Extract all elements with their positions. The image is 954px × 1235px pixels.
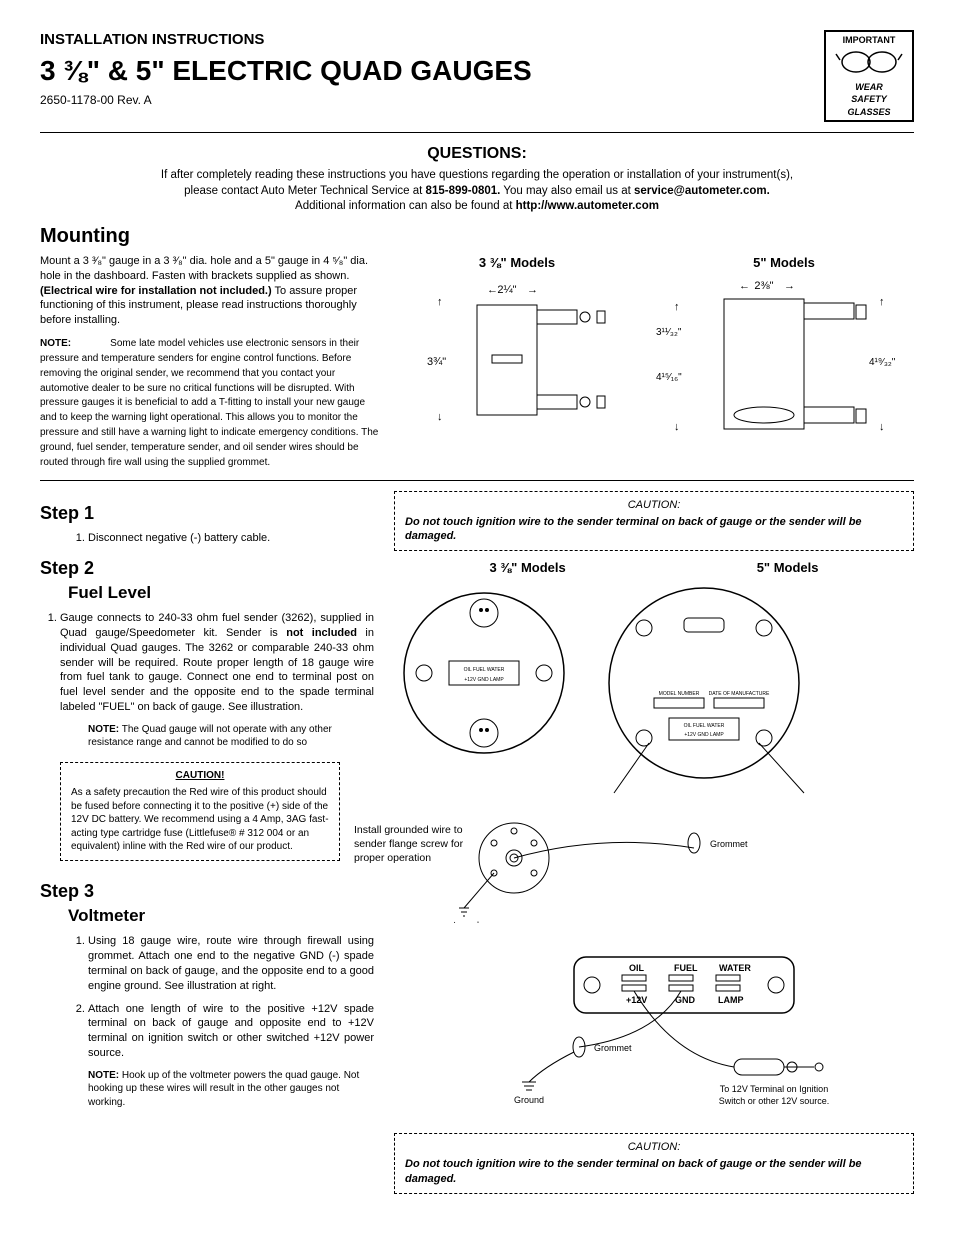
svg-text:To 12V Terminal on Ignition: To 12V Terminal on Ignition: [720, 1084, 828, 1094]
svg-text:MODEL NUMBER: MODEL NUMBER: [659, 691, 700, 697]
pretitle: INSTALLATION INSTRUCTIONS: [40, 30, 824, 50]
svg-text:↑: ↑: [437, 296, 443, 308]
q-line1: If after completely reading these instru…: [161, 169, 793, 181]
diagram-338: 3 ⅜" Models ← 2¼" → ↑ 3¾" ↓: [396, 254, 638, 470]
svg-text:Grommet: Grommet: [710, 839, 748, 849]
step2-item1: Gauge connects to 240-33 ohm fuel sender…: [60, 611, 374, 715]
q-phone: 815-899-0801.: [426, 185, 501, 197]
svg-text:3¹¹⁄₃₂": 3¹¹⁄₃₂": [656, 327, 682, 338]
step3-note: NOTE: Hook up of the voltmeter powers th…: [88, 1069, 374, 1110]
svg-text:↓: ↓: [674, 421, 680, 433]
mounting-heading: Mounting: [40, 223, 914, 250]
mounting-diagram-338-icon: ← 2¼" → ↑ 3¾" ↓: [417, 275, 617, 435]
svg-text:←: ←: [739, 280, 750, 292]
model1-label: 3 ⅜" Models: [489, 559, 565, 577]
mounting-text: Mount a 3 ³⁄₈" gauge in a 3 ³⁄₈" dia. ho…: [40, 254, 380, 470]
install-note: Install grounded wire to sender flange s…: [354, 823, 474, 866]
svg-text:Grommet: Grommet: [594, 1043, 632, 1053]
svg-text:+12V GND LAMP: +12V GND LAMP: [464, 677, 504, 683]
mounting-diagram-5-icon: ← 2⅜" → ↑ 3¹¹⁄₃₂" 4¹⁵⁄₁₆" ↓ ↑ 4¹⁹⁄₃₂" ↓: [654, 275, 914, 445]
svg-text:4¹⁵⁄₁₆": 4¹⁵⁄₁₆": [656, 372, 682, 383]
right-column: CAUTION: Do not touch ignition wire to t…: [394, 491, 914, 1202]
gauge-back-5-icon: MODEL NUMBER DATE OF MANUFACTURE OIL FUE…: [584, 583, 824, 803]
caution-bottom: CAUTION: Do not touch ignition wire to t…: [394, 1133, 914, 1194]
mounting-note: NOTE: Some late model vehicles use elect…: [40, 336, 380, 470]
step3-item1: Using 18 gauge wire, route wire through …: [88, 934, 374, 993]
questions-heading: QUESTIONS:: [40, 143, 914, 165]
step1-list: Disconnect negative (-) battery cable.: [88, 531, 374, 546]
revision: 2650-1178-00 Rev. A: [40, 92, 824, 108]
caution-top: CAUTION: Do not touch ignition wire to t…: [394, 491, 914, 552]
svg-text:↑: ↑: [879, 296, 885, 308]
svg-text:2⅜": 2⅜": [754, 280, 773, 292]
svg-text:OIL FUEL WATER: OIL FUEL WATER: [684, 723, 725, 729]
svg-text:LAMP: LAMP: [718, 995, 744, 1005]
q-line2b: You may also email us at: [503, 185, 634, 197]
svg-text:←: ←: [487, 284, 498, 296]
step2-sub: Fuel Level: [68, 582, 374, 605]
step2-note: NOTE: The Quad gauge will not operate wi…: [88, 723, 374, 750]
svg-text:↓: ↓: [437, 411, 443, 423]
questions-body: If after completely reading these instru…: [40, 168, 914, 215]
main-title: 3 ⅜" & 5" ELECTRIC QUAD GAUGES: [40, 52, 824, 90]
step2-list: Gauge connects to 240-33 ohm fuel sender…: [60, 611, 374, 715]
svg-text:Switch or other 12V source.: Switch or other 12V source.: [719, 1096, 830, 1106]
svg-text:WATER: WATER: [719, 963, 751, 973]
divider: [40, 132, 914, 133]
mounting-p1: Mount a 3 ³⁄₈" gauge in a 3 ³⁄₈" dia. ho…: [40, 254, 380, 328]
fuel-sender-icon: Ground Grommet: [454, 813, 914, 923]
gauge-back-row: OIL FUEL WATER +12V GND LAMP MODEL NUMBE…: [394, 583, 914, 803]
svg-text:2¼": 2¼": [497, 284, 516, 296]
step3-wiring: OIL FUEL WATER +12V GND LAMP Grommet Gro…: [394, 947, 914, 1121]
wear-label: WEAR: [830, 81, 908, 93]
svg-text:↓: ↓: [879, 421, 885, 433]
mounting-row: Mount a 3 ³⁄₈" gauge in a 3 ³⁄₈" dia. ho…: [40, 254, 914, 470]
left-column: Step 1 Disconnect negative (-) battery c…: [40, 491, 374, 1202]
important-box: IMPORTANT WEAR SAFETY GLASSES: [824, 30, 914, 122]
safety-label: SAFETY GLASSES: [830, 93, 908, 117]
svg-text:+12V GND LAMP: +12V GND LAMP: [684, 732, 724, 738]
svg-text:→: →: [784, 280, 795, 292]
voltmeter-wiring-icon: OIL FUEL WATER +12V GND LAMP Grommet Gro…: [394, 947, 864, 1117]
step3-item2: Attach one length of wire to the positiv…: [88, 1002, 374, 1061]
caution-title: CAUTION!: [71, 769, 329, 783]
svg-text:FUEL: FUEL: [674, 963, 698, 973]
model2-label: 5" Models: [757, 559, 819, 577]
step1-heading: Step 1: [40, 501, 374, 525]
step3-heading: Step 3: [40, 879, 374, 903]
models-row: 3 ⅜" Models 5" Models: [394, 559, 914, 577]
header-left: INSTALLATION INSTRUCTIONS 3 ⅜" & 5" ELEC…: [40, 30, 824, 108]
svg-text:OIL FUEL WATER: OIL FUEL WATER: [464, 667, 505, 673]
svg-text:3¾": 3¾": [427, 356, 446, 368]
steps-row: Step 1 Disconnect negative (-) battery c…: [40, 491, 914, 1202]
safety-glasses-icon: [834, 48, 904, 76]
step2-wiring: Install grounded wire to sender flange s…: [394, 813, 914, 927]
step2-heading: Step 2: [40, 556, 374, 580]
gauge-back-338-icon: OIL FUEL WATER +12V GND LAMP: [394, 583, 574, 763]
svg-text:4¹⁹⁄₃₂": 4¹⁹⁄₃₂": [869, 357, 896, 368]
divider: [40, 480, 914, 481]
svg-text:→: →: [527, 284, 538, 296]
svg-text:OIL: OIL: [629, 963, 645, 973]
svg-text:Ground: Ground: [514, 1095, 544, 1105]
svg-text:Ground: Ground: [454, 920, 479, 923]
step3-sub: Voltmeter: [68, 905, 374, 928]
svg-text:+12V: +12V: [626, 995, 647, 1005]
q-line2a: please contact Auto Meter Technical Serv…: [184, 185, 425, 197]
step3-list: Using 18 gauge wire, route wire through …: [88, 934, 374, 1061]
header: INSTALLATION INSTRUCTIONS 3 ⅜" & 5" ELEC…: [40, 30, 914, 122]
diagram-5: 5" Models ← 2⅜" → ↑ 3¹¹⁄₃₂" 4¹⁵⁄₁₆" ↓ ↑ …: [654, 254, 914, 470]
svg-text:DATE OF MANUFACTURE: DATE OF MANUFACTURE: [709, 691, 770, 697]
step2-caution-box: CAUTION! As a safety precaution the Red …: [60, 762, 340, 861]
q-email: service@autometer.com.: [634, 185, 770, 197]
q-line3a: Additional information can also be found…: [295, 200, 516, 212]
svg-text:↑: ↑: [674, 301, 680, 313]
caution-body: As a safety precaution the Red wire of t…: [71, 786, 329, 854]
q-url: http://www.autometer.com: [516, 200, 659, 212]
important-label: IMPORTANT: [830, 34, 908, 46]
step1-item1: Disconnect negative (-) battery cable.: [88, 531, 374, 546]
